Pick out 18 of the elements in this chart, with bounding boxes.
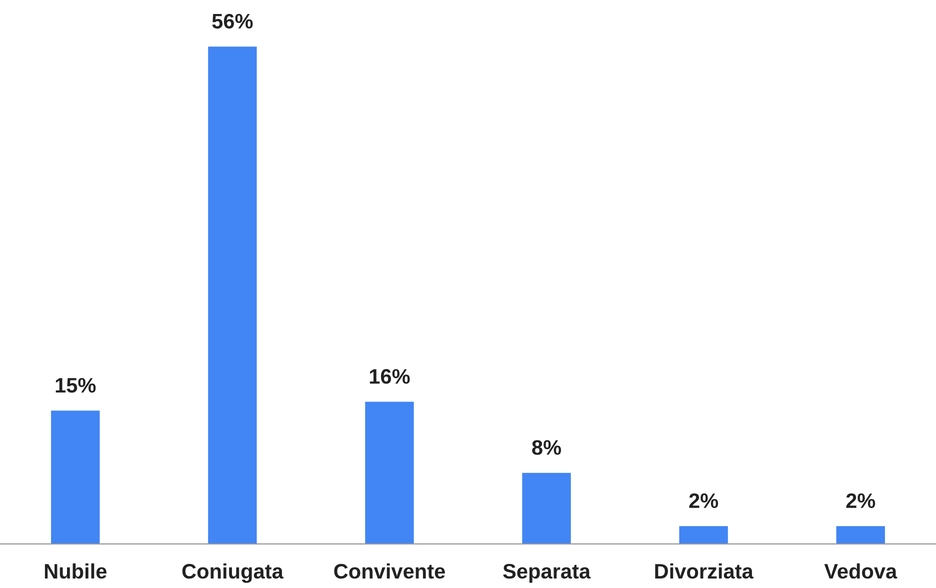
data-label: 2%: [846, 493, 876, 508]
bar: [208, 46, 257, 544]
x-tick-label: Coniugata: [182, 563, 284, 583]
bar: [365, 402, 414, 544]
x-tick-label: Divorziata: [655, 563, 754, 579]
data-label: 8%: [532, 440, 562, 455]
bar: [679, 526, 728, 544]
data-label: 2%: [689, 493, 718, 508]
bar: [522, 472, 571, 544]
bar: [51, 410, 100, 544]
x-tick-label: Convivente: [334, 563, 445, 579]
data-label: 15%: [56, 378, 96, 393]
x-tick-label: Nubile: [44, 563, 107, 579]
data-label: 16%: [370, 369, 410, 384]
bar: [836, 526, 885, 544]
data-label: 56%: [212, 14, 253, 29]
x-tick-label: Separata: [503, 564, 591, 583]
x-tick-label: Vedova: [824, 563, 898, 579]
